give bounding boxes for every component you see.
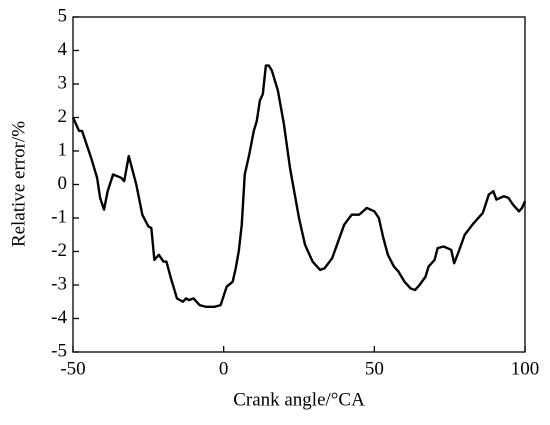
y-tick-label: -1 — [51, 206, 67, 227]
y-axis-label: Relative error/% — [8, 121, 29, 247]
x-tick-label: 50 — [365, 358, 384, 379]
x-tick-label: 0 — [219, 358, 229, 379]
y-tick-label: 3 — [58, 72, 68, 93]
y-tick-label: 4 — [58, 39, 68, 60]
y-tick-label: 2 — [58, 106, 68, 127]
x-axis-label: Crank angle/°CA — [233, 389, 365, 410]
data-line — [71, 64, 527, 308]
plot-frame — [72, 16, 526, 353]
y-tick-label: 0 — [58, 173, 68, 194]
y-tick-label: -3 — [51, 273, 67, 294]
y-tick-label: -4 — [51, 307, 67, 328]
y-tick-label: -2 — [51, 240, 67, 261]
y-tick-label: 1 — [58, 139, 68, 160]
y-tick-label: -5 — [51, 340, 67, 361]
x-tick-label: 100 — [511, 358, 540, 379]
x-tick-label: -50 — [60, 358, 85, 379]
y-tick-label: 5 — [58, 5, 68, 26]
